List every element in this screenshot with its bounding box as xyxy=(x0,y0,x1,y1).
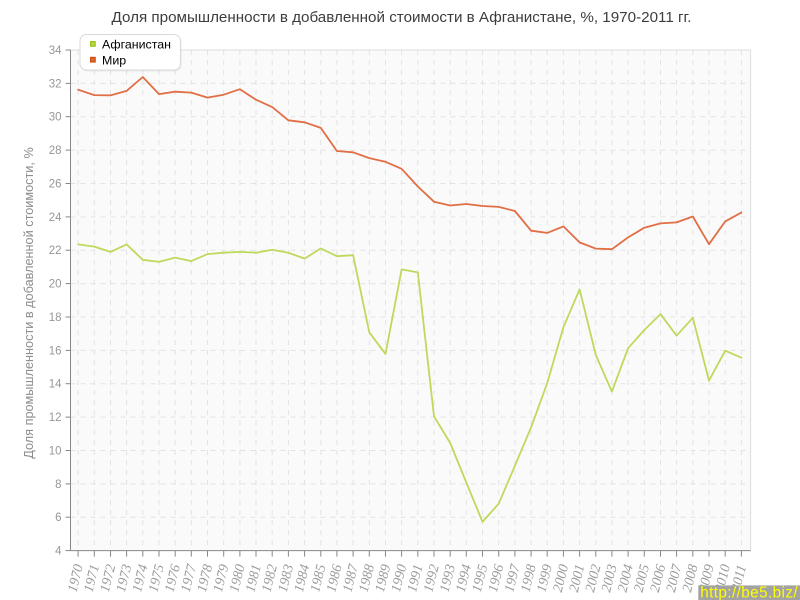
svg-text:1986: 1986 xyxy=(324,563,345,594)
svg-text:24: 24 xyxy=(49,212,62,224)
svg-text:2006: 2006 xyxy=(648,563,669,594)
svg-text:1977: 1977 xyxy=(179,562,201,594)
svg-text:1996: 1996 xyxy=(486,563,507,594)
svg-text:1990: 1990 xyxy=(389,563,410,594)
svg-text:1970: 1970 xyxy=(66,563,87,594)
svg-text:18: 18 xyxy=(49,312,62,324)
svg-text:1982: 1982 xyxy=(260,563,281,594)
svg-text:20: 20 xyxy=(49,279,62,291)
svg-text:Доля промышленности в добавлен: Доля промышленности в добавленной стоимо… xyxy=(112,9,692,26)
svg-text:Афганистан: Афганистан xyxy=(102,38,171,52)
svg-text:1993: 1993 xyxy=(438,563,459,594)
svg-text:10: 10 xyxy=(49,446,62,458)
svg-text:30: 30 xyxy=(49,112,62,124)
svg-text:1989: 1989 xyxy=(373,563,394,594)
svg-text:1988: 1988 xyxy=(357,563,378,594)
svg-text:1975: 1975 xyxy=(146,563,167,594)
svg-text:1987: 1987 xyxy=(341,562,363,594)
svg-text:32: 32 xyxy=(49,78,62,90)
svg-text:2007: 2007 xyxy=(664,562,686,594)
svg-text:1995: 1995 xyxy=(470,563,491,594)
svg-text:1985: 1985 xyxy=(308,563,329,594)
svg-text:1992: 1992 xyxy=(421,563,442,594)
svg-text:26: 26 xyxy=(49,179,62,191)
svg-text:1981: 1981 xyxy=(243,563,264,594)
svg-text:1974: 1974 xyxy=(130,563,151,594)
svg-text:2001: 2001 xyxy=(567,563,588,594)
svg-text:1980: 1980 xyxy=(227,563,248,594)
svg-text:34: 34 xyxy=(49,45,62,57)
svg-text:1979: 1979 xyxy=(211,563,232,594)
svg-text:Доля промышленности в добавлен: Доля промышленности в добавленной стоимо… xyxy=(22,147,36,458)
svg-text:2000: 2000 xyxy=(551,563,572,594)
svg-text:2008: 2008 xyxy=(680,563,701,594)
svg-text:12: 12 xyxy=(49,412,62,424)
svg-text:1972: 1972 xyxy=(98,563,119,594)
svg-text:14: 14 xyxy=(49,379,62,391)
svg-text:1991: 1991 xyxy=(405,563,426,594)
svg-text:1994: 1994 xyxy=(454,563,475,594)
svg-text:2004: 2004 xyxy=(616,563,637,594)
svg-text:2010: 2010 xyxy=(713,563,734,594)
svg-text:http://be5.biz/: http://be5.biz/ xyxy=(700,584,798,600)
svg-text:2003: 2003 xyxy=(599,563,620,594)
svg-text:1978: 1978 xyxy=(195,563,216,594)
svg-text:2002: 2002 xyxy=(583,563,604,594)
svg-text:1976: 1976 xyxy=(163,563,184,594)
svg-text:1999: 1999 xyxy=(535,563,556,594)
svg-text:1997: 1997 xyxy=(502,562,524,594)
svg-text:1984: 1984 xyxy=(292,563,313,594)
svg-text:16: 16 xyxy=(49,345,62,357)
svg-text:2005: 2005 xyxy=(632,563,653,594)
svg-text:1971: 1971 xyxy=(82,563,103,594)
svg-text:4: 4 xyxy=(55,546,62,558)
svg-text:1998: 1998 xyxy=(519,563,540,594)
svg-text:8: 8 xyxy=(55,479,61,491)
svg-text:28: 28 xyxy=(49,145,62,157)
svg-text:Мир: Мир xyxy=(102,53,126,67)
svg-text:1973: 1973 xyxy=(114,563,135,594)
svg-text:2011: 2011 xyxy=(729,564,750,594)
svg-text:22: 22 xyxy=(49,245,62,257)
svg-text:6: 6 xyxy=(55,512,61,524)
svg-text:1983: 1983 xyxy=(276,563,297,594)
svg-text:2009: 2009 xyxy=(696,563,717,594)
